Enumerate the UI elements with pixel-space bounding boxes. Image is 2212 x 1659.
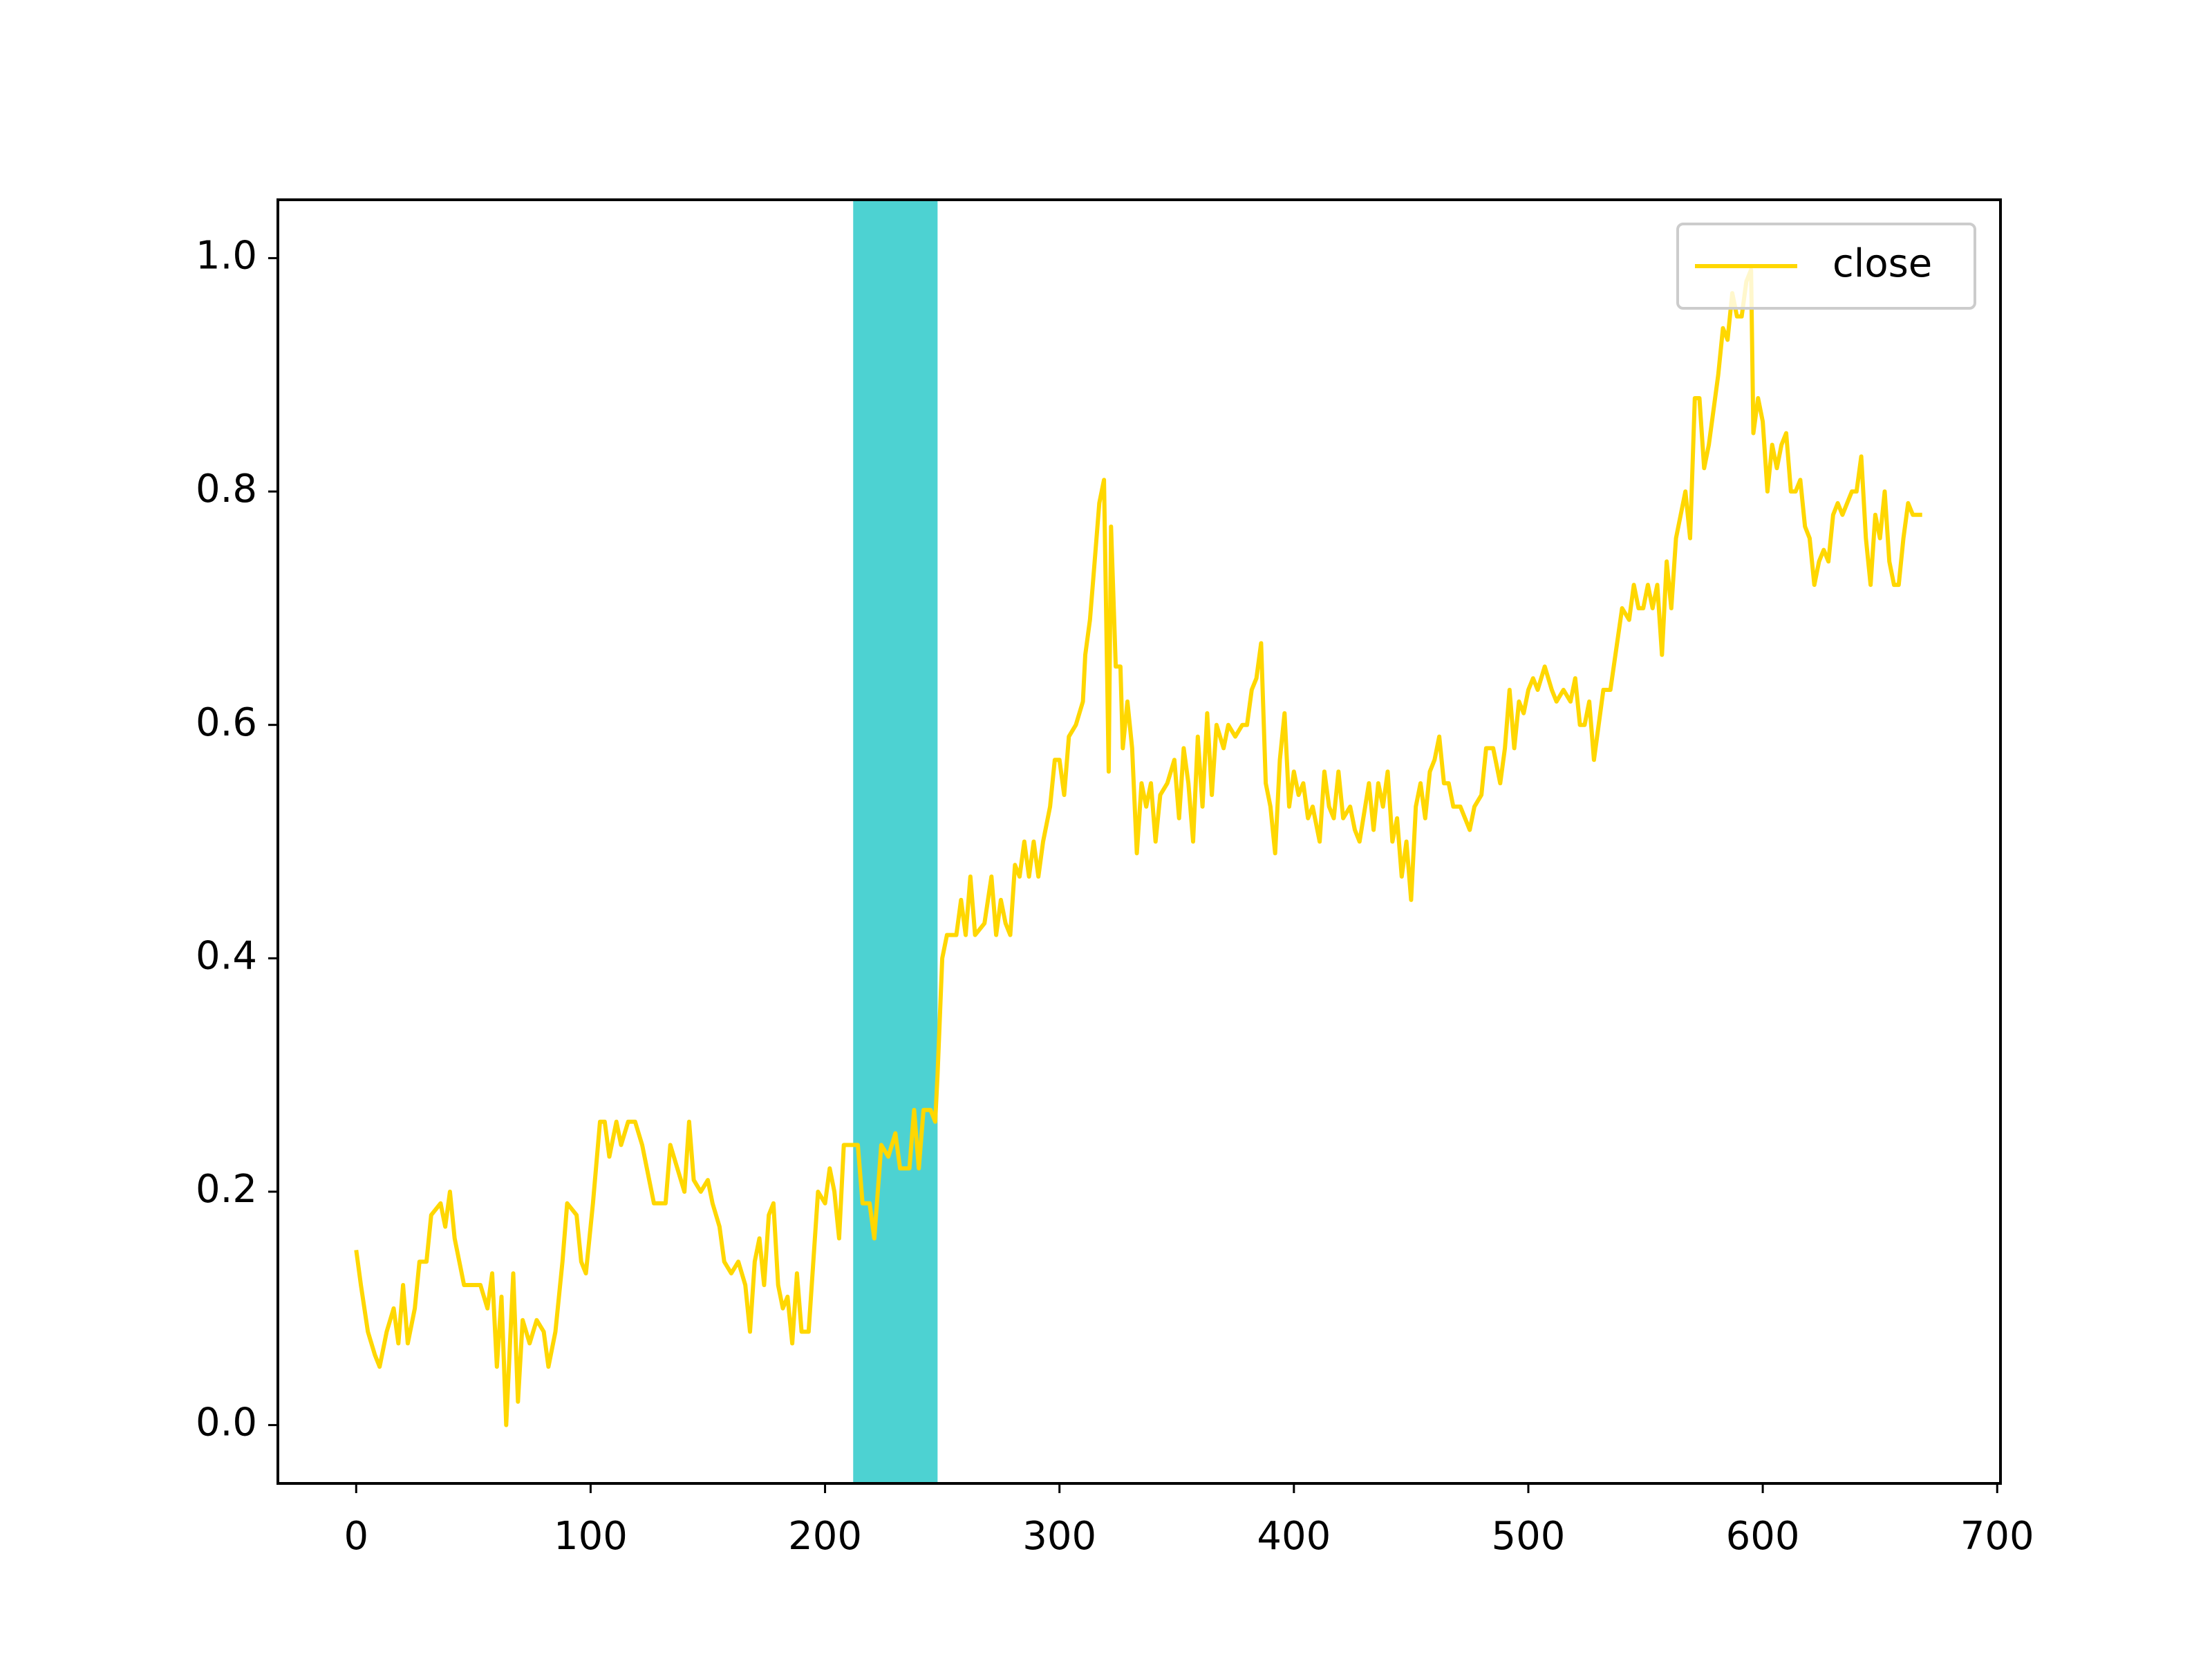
- y-tick-label: 0.8: [196, 467, 257, 512]
- y-tick-label: 0.4: [196, 933, 257, 978]
- axes-frame: [276, 198, 2002, 1485]
- line-series: [354, 268, 1922, 1427]
- x-tick-label: 700: [1960, 1514, 2034, 1559]
- y-tick-label: 0.6: [196, 700, 257, 745]
- y-tick-label: 0.2: [196, 1167, 257, 1212]
- y-tick-label: 0.0: [196, 1400, 257, 1445]
- x-tick-label: 500: [1492, 1514, 1566, 1559]
- x-tick-label: 200: [788, 1514, 862, 1559]
- x-tick-label: 0: [344, 1514, 368, 1559]
- legend-box: [1676, 223, 1976, 310]
- x-tick-label: 100: [554, 1514, 628, 1559]
- x-tick-label: 300: [1022, 1514, 1096, 1559]
- legend: close: [1676, 223, 1976, 310]
- highlight-span: [853, 200, 938, 1483]
- x-tick-label: 400: [1257, 1514, 1331, 1559]
- x-tick-label: 600: [1726, 1514, 1800, 1559]
- legend-label: close: [1833, 241, 1932, 286]
- y-tick-label: 1.0: [196, 234, 257, 279]
